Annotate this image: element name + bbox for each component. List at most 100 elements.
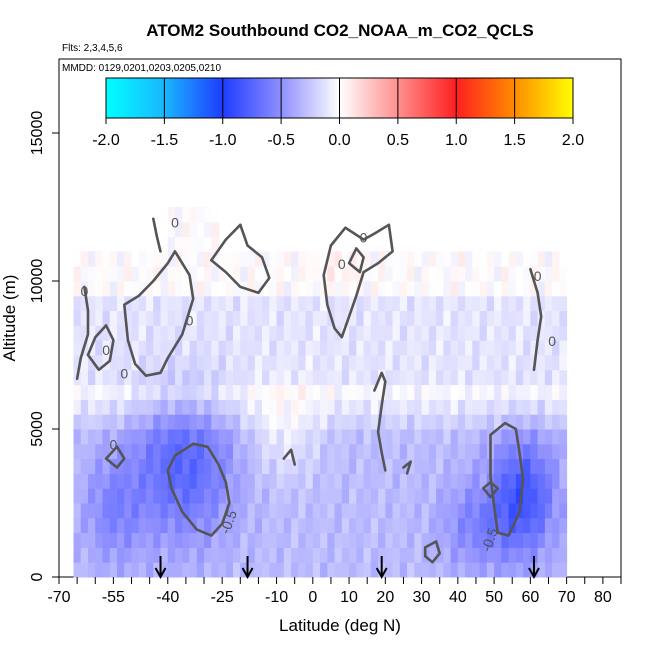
heatmap-cell — [370, 503, 379, 519]
heatmap-cell — [537, 281, 546, 297]
heatmap-cell — [465, 310, 473, 326]
heatmap-cell — [117, 488, 125, 504]
heatmap-cell — [465, 443, 473, 460]
heatmap-cell — [247, 414, 256, 430]
heatmap-cell — [436, 399, 444, 415]
heatmap-cell — [283, 429, 292, 445]
heatmap-cell — [320, 399, 328, 415]
heatmap-cell — [153, 547, 162, 563]
heatmap-cell — [204, 547, 212, 563]
heatmap-cell — [428, 340, 437, 356]
heatmap-cell — [117, 517, 125, 534]
heatmap-cell — [399, 517, 408, 534]
colorbar-tick-label: 1.5 — [504, 132, 526, 149]
heatmap-cell — [370, 340, 379, 356]
heatmap-cell — [189, 221, 198, 238]
heatmap-cell — [327, 443, 336, 460]
heatmap-cell — [559, 295, 568, 312]
heatmap-cell — [392, 399, 401, 415]
heatmap-cell — [124, 488, 133, 504]
heatmap-cell — [559, 281, 568, 297]
heatmap-cell — [537, 251, 546, 267]
heatmap-cell — [167, 221, 176, 238]
heatmap-cell — [320, 325, 328, 341]
heatmap-cell — [80, 384, 89, 400]
heatmap-cell — [117, 547, 125, 563]
heatmap-cell — [204, 325, 212, 341]
heatmap-cell — [73, 281, 82, 297]
heatmap-cell — [320, 340, 328, 356]
heatmap-cell — [414, 325, 423, 341]
heatmap-cell — [175, 340, 183, 356]
heatmap-cell — [312, 399, 321, 415]
heatmap-cell — [291, 281, 299, 297]
heatmap-cell — [486, 355, 495, 371]
heatmap-cell — [436, 369, 444, 386]
heatmap-cell — [109, 429, 118, 445]
heatmap-cell — [399, 281, 408, 297]
heatmap-cell — [559, 517, 568, 534]
heatmap-cell — [312, 266, 321, 282]
heatmap-cell — [523, 517, 531, 534]
heatmap-cell — [102, 562, 111, 578]
heatmap-cell — [399, 429, 408, 445]
heatmap-cell — [414, 488, 423, 504]
heatmap-cell — [269, 517, 278, 534]
heatmap-cell — [247, 340, 256, 356]
heatmap-cell — [95, 295, 104, 312]
heatmap-cell — [269, 547, 278, 563]
heatmap-cell — [73, 517, 82, 534]
heatmap-cell — [479, 369, 488, 386]
heatmap-cell — [312, 458, 321, 474]
heatmap-cell — [559, 414, 568, 430]
heatmap-cell — [95, 355, 104, 371]
heatmap-cell — [233, 384, 241, 400]
heatmap-cell — [262, 547, 270, 563]
heatmap-cell — [262, 458, 270, 474]
heatmap-cell — [421, 429, 430, 445]
heatmap-cell — [312, 340, 321, 356]
heatmap-cell — [399, 532, 408, 548]
heatmap-cell — [138, 399, 147, 415]
heatmap-cell — [102, 384, 111, 400]
heatmap-cell — [254, 458, 263, 474]
heatmap-cell — [131, 384, 140, 400]
heatmap-cell — [167, 532, 176, 548]
heatmap-cell — [211, 310, 220, 326]
heatmap-cell — [167, 517, 176, 534]
heatmap-cell — [211, 266, 220, 282]
heatmap-cell — [138, 562, 147, 578]
heatmap-cell — [211, 399, 220, 415]
x-tick-label: 70 — [558, 589, 576, 606]
heatmap-cell — [414, 532, 423, 548]
heatmap-cell — [552, 281, 560, 297]
contour-label: 0 — [102, 342, 110, 358]
heatmap-cell — [109, 562, 118, 578]
heatmap-cell — [240, 488, 249, 504]
heatmap-cell — [486, 517, 495, 534]
heatmap-cell — [225, 369, 234, 386]
heatmap-cell — [80, 488, 89, 504]
x-tick-label: 10 — [340, 589, 358, 606]
heatmap-cell — [80, 547, 89, 563]
heatmap-cell — [414, 295, 423, 312]
heatmap-cell — [175, 429, 183, 445]
heatmap-cell — [523, 443, 531, 460]
heatmap-cell — [414, 310, 423, 326]
heatmap-cell — [218, 429, 227, 445]
heatmap-cell — [240, 429, 249, 445]
heatmap-cell — [247, 473, 256, 489]
heatmap-cell — [407, 414, 415, 430]
heatmap-cell — [182, 547, 191, 563]
heatmap-cell — [218, 295, 227, 312]
heatmap-cell — [153, 251, 162, 267]
heatmap-cell — [95, 369, 104, 386]
heatmap-cell — [240, 325, 249, 341]
heatmap-cell — [530, 414, 539, 430]
heatmap-cell — [320, 369, 328, 386]
heatmap-cell — [73, 310, 82, 326]
heatmap-cell — [175, 295, 183, 312]
heatmap-cell — [407, 399, 415, 415]
heatmap-cell — [233, 251, 241, 267]
heatmap-cell — [501, 281, 510, 297]
